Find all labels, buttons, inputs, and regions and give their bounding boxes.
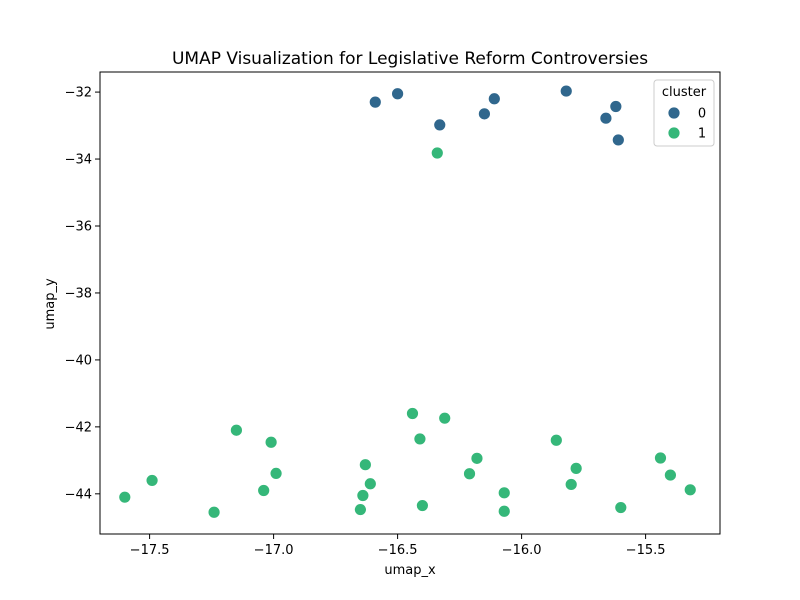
data-point <box>413 432 427 446</box>
data-point <box>433 118 447 132</box>
data-point <box>358 458 372 472</box>
legend-label: 1 <box>698 127 706 142</box>
data-point <box>430 146 444 160</box>
data-point <box>229 423 243 437</box>
data-point <box>145 474 159 487</box>
data-point <box>559 84 573 98</box>
series-cluster-1 <box>118 146 697 519</box>
y-tick-label: −32 <box>65 86 92 101</box>
y-tick-label: −44 <box>65 487 92 502</box>
data-point <box>599 111 613 125</box>
data-point <box>569 461 583 475</box>
data-point <box>614 501 628 514</box>
x-tick-label: −17.5 <box>130 543 170 558</box>
y-tick-label: −42 <box>65 420 92 435</box>
legend: cluster 0 1 <box>653 79 715 147</box>
data-point <box>368 95 382 109</box>
data-point <box>391 87 405 101</box>
x-tick-label: −16.5 <box>378 543 418 558</box>
data-point <box>477 107 491 121</box>
y-tick-label: −40 <box>65 353 92 368</box>
legend-title: cluster <box>662 85 707 100</box>
y-axis-label: umap_y <box>43 278 58 330</box>
data-point <box>664 468 677 482</box>
y-tick-label: −36 <box>65 220 92 235</box>
legend-marker <box>667 106 681 120</box>
data-point <box>363 477 377 491</box>
data-point <box>497 504 511 518</box>
legend-marker <box>667 126 681 140</box>
data-point <box>353 503 367 516</box>
data-point <box>470 451 484 465</box>
x-axis-label: umap_x <box>384 563 436 578</box>
data-point <box>497 486 511 500</box>
data-point <box>463 467 476 481</box>
data-point <box>549 433 563 447</box>
data-point <box>683 483 697 497</box>
series-cluster-0 <box>368 84 625 147</box>
data-point <box>257 484 271 497</box>
data-point <box>654 451 667 465</box>
data-point <box>264 435 278 449</box>
y-tick-label: −38 <box>65 286 92 301</box>
chart-title: UMAP Visualization for Legislative Refor… <box>172 49 648 69</box>
y-tick-label: −34 <box>65 153 92 168</box>
x-tick-label: −16.0 <box>502 543 542 558</box>
data-point <box>438 411 452 425</box>
data-point <box>564 478 578 491</box>
data-point <box>356 489 370 502</box>
legend-label: 0 <box>698 107 706 122</box>
data-point <box>406 407 419 420</box>
data-point <box>415 499 429 512</box>
data-point <box>487 92 501 106</box>
data-point <box>207 505 221 519</box>
axes-frame <box>99 71 721 535</box>
x-tick-label: −15.5 <box>626 543 666 558</box>
x-tick-label: −17.0 <box>254 543 294 558</box>
data-point <box>611 133 625 147</box>
data-point <box>609 100 623 113</box>
plot-area: −17.5 −17.0 −16.5 −16.0 −15.5 −44 −42 −40 −38 −36… <box>65 71 721 558</box>
data-point <box>118 490 132 504</box>
data-point <box>269 466 283 480</box>
